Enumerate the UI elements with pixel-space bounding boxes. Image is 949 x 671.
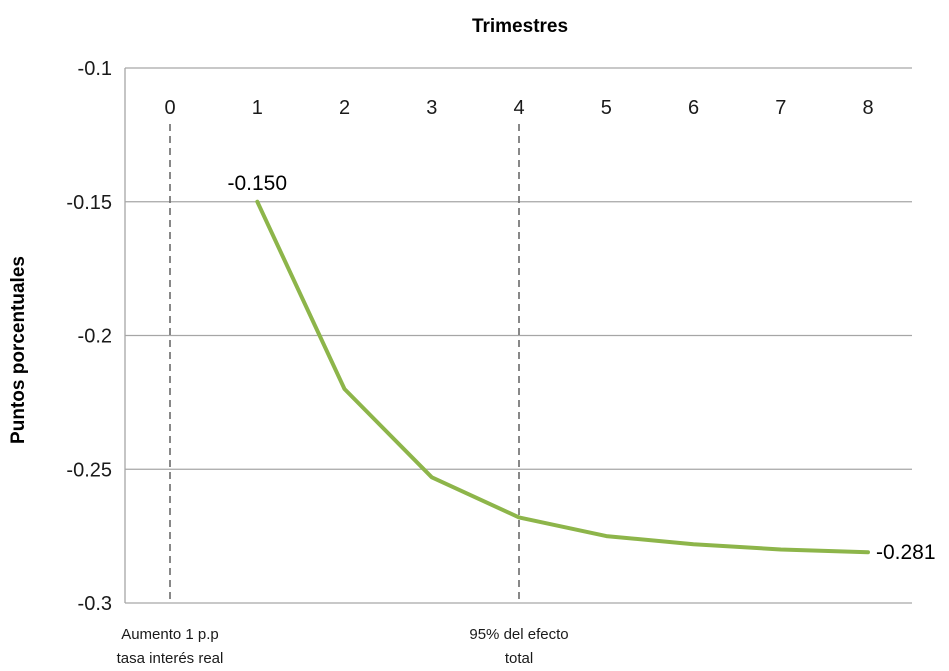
series-line [255, 199, 870, 555]
x-tick-label: 1 [252, 97, 263, 119]
x-tick-label: 8 [862, 97, 873, 119]
y-tick-label: -0.25 [66, 459, 112, 481]
x-tick-label: 6 [688, 97, 699, 119]
x-axis-ticks: 0 1 2 3 4 5 6 7 8 [164, 97, 873, 119]
y-tick-label: -0.2 [78, 326, 112, 348]
y-tick-label: -0.3 [78, 593, 112, 615]
data-label: -0.150 [227, 172, 287, 195]
reference-note: Aumento 1 p.p [121, 626, 219, 643]
reference-lines: Aumento 1 p.p tasa interés real 95% del ef… [117, 124, 569, 667]
y-axis-title: Puntos porcentuales [8, 256, 29, 444]
x-tick-label: 2 [339, 97, 350, 119]
data-labels: -0.150 -0.281 [227, 172, 935, 564]
y-tick-label: -0.15 [66, 192, 112, 214]
y-axis-ticks: -0.1 -0.15 -0.2 -0.25 -0.3 [66, 58, 112, 615]
x-tick-label: 7 [775, 97, 786, 119]
data-label: -0.281 [876, 541, 936, 564]
x-tick-label: 4 [513, 97, 524, 119]
reference-note: tasa interés real [117, 650, 224, 667]
y-tick-label: -0.1 [78, 58, 112, 80]
x-axis-title: Trimestres [472, 16, 568, 37]
x-tick-label: 0 [164, 97, 175, 119]
reference-note: total [505, 650, 533, 667]
series-group [255, 199, 870, 555]
x-tick-label: 5 [601, 97, 612, 119]
x-tick-label: 3 [426, 97, 437, 119]
reference-note: 95% del efecto [469, 626, 568, 643]
